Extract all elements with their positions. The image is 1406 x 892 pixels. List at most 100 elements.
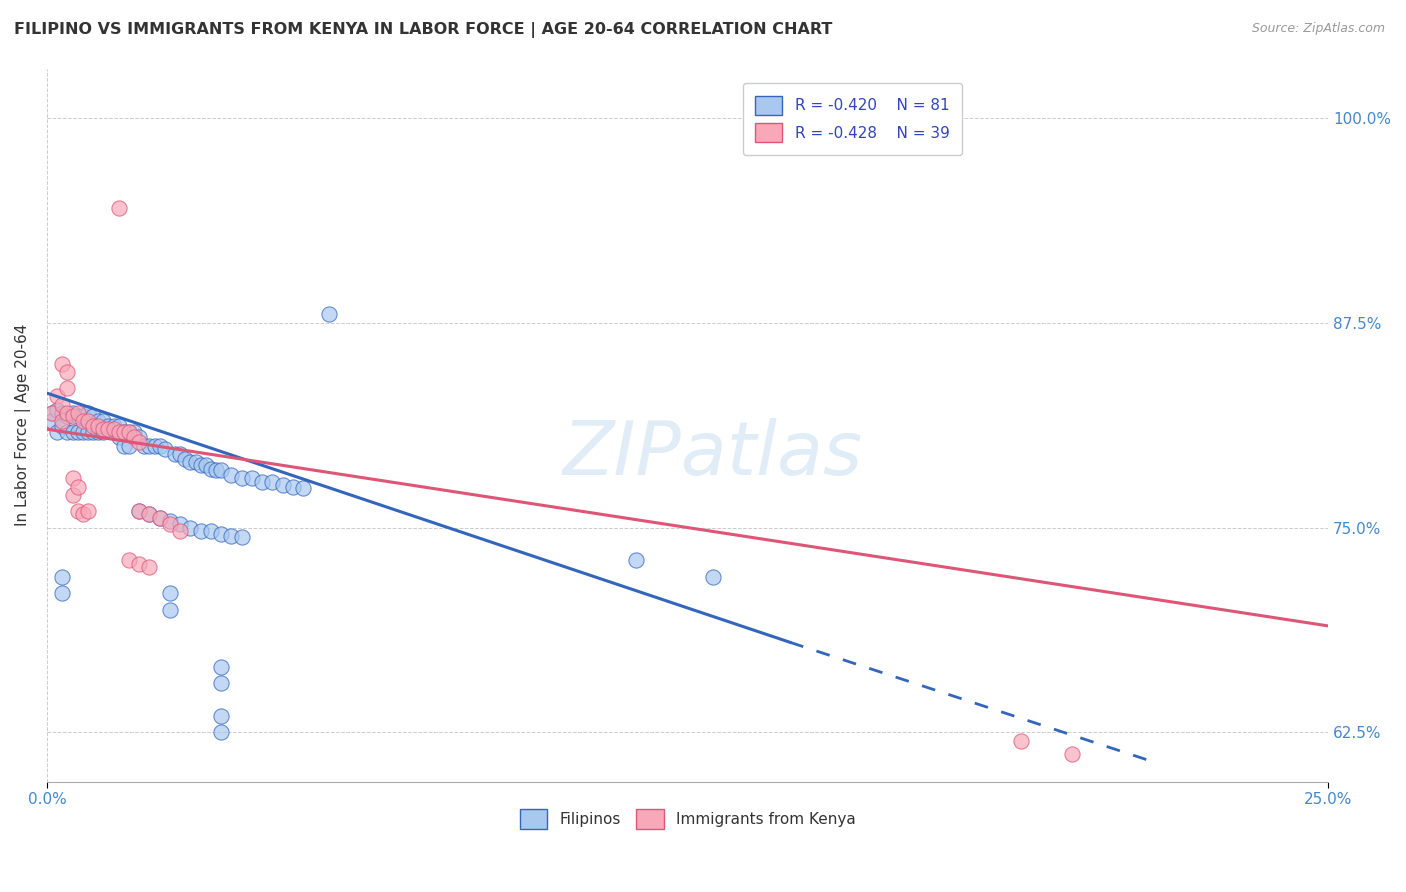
Point — [209, 660, 232, 674]
Legend: Filipinos, Immigrants from Kenya: Filipinos, Immigrants from Kenya — [513, 803, 862, 835]
Point — [46, 402, 69, 417]
Point — [194, 458, 217, 473]
Point — [128, 504, 150, 518]
Point — [1010, 733, 1032, 747]
Point — [138, 560, 160, 574]
Point — [66, 504, 89, 518]
Point — [103, 422, 125, 436]
Point — [159, 517, 181, 532]
Point — [72, 409, 94, 423]
Text: Source: ZipAtlas.com: Source: ZipAtlas.com — [1251, 22, 1385, 36]
Point — [51, 406, 73, 420]
Point — [209, 676, 232, 690]
Point — [77, 425, 100, 440]
Point — [93, 425, 115, 440]
Point — [62, 425, 84, 440]
Point — [118, 425, 141, 440]
Point — [82, 409, 104, 423]
Point — [62, 406, 84, 420]
Point — [271, 478, 294, 492]
Point — [179, 520, 201, 534]
Point — [122, 425, 145, 440]
Point — [66, 406, 89, 420]
Point — [107, 201, 129, 215]
Point — [153, 442, 176, 456]
Point — [51, 570, 73, 584]
Point — [112, 425, 135, 440]
Point — [200, 461, 222, 475]
Point — [87, 425, 110, 440]
Point — [51, 586, 73, 600]
Point — [46, 425, 69, 440]
Point — [209, 463, 232, 477]
Point — [97, 422, 120, 436]
Point — [56, 381, 79, 395]
Point — [118, 553, 141, 567]
Point — [626, 553, 648, 567]
Point — [159, 602, 181, 616]
Point — [169, 517, 191, 532]
Point — [138, 508, 160, 522]
Point — [77, 406, 100, 420]
Point — [179, 455, 201, 469]
Point — [318, 307, 340, 321]
Point — [209, 725, 232, 739]
Point — [77, 414, 100, 428]
Point — [51, 357, 73, 371]
Point — [97, 418, 120, 433]
Point — [209, 527, 232, 541]
Point — [205, 463, 228, 477]
Point — [149, 510, 172, 524]
Point — [138, 508, 160, 522]
Point — [128, 557, 150, 571]
Point — [292, 481, 315, 495]
Point — [250, 475, 273, 489]
Point — [134, 439, 156, 453]
Point — [209, 709, 232, 723]
Point — [66, 479, 89, 493]
Point — [169, 524, 191, 538]
Point — [190, 524, 212, 538]
Point — [200, 524, 222, 538]
Point — [231, 471, 253, 485]
Point — [72, 508, 94, 522]
Point — [190, 458, 212, 473]
Point — [281, 479, 304, 493]
Point — [41, 406, 63, 420]
Point — [112, 439, 135, 453]
Text: FILIPINO VS IMMIGRANTS FROM KENYA IN LABOR FORCE | AGE 20-64 CORRELATION CHART: FILIPINO VS IMMIGRANTS FROM KENYA IN LAB… — [14, 22, 832, 38]
Point — [1060, 747, 1083, 761]
Point — [51, 398, 73, 412]
Point — [221, 529, 243, 543]
Point — [118, 439, 141, 453]
Point — [93, 414, 115, 428]
Point — [107, 425, 129, 440]
Point — [122, 430, 145, 444]
Point — [128, 430, 150, 444]
Point — [103, 418, 125, 433]
Point — [72, 425, 94, 440]
Point — [77, 504, 100, 518]
Point — [107, 418, 129, 433]
Point — [87, 414, 110, 428]
Point — [149, 510, 172, 524]
Point — [66, 425, 89, 440]
Point — [128, 504, 150, 518]
Point — [128, 435, 150, 450]
Point — [56, 406, 79, 420]
Point — [41, 406, 63, 420]
Point — [240, 471, 263, 485]
Point — [174, 451, 197, 466]
Point — [138, 439, 160, 453]
Point — [184, 455, 207, 469]
Point — [107, 430, 129, 444]
Point — [72, 414, 94, 428]
Point — [62, 471, 84, 485]
Point — [56, 409, 79, 423]
Point — [46, 389, 69, 403]
Point — [93, 422, 115, 436]
Point — [62, 409, 84, 423]
Point — [66, 409, 89, 423]
Point — [159, 586, 181, 600]
Point — [169, 447, 191, 461]
